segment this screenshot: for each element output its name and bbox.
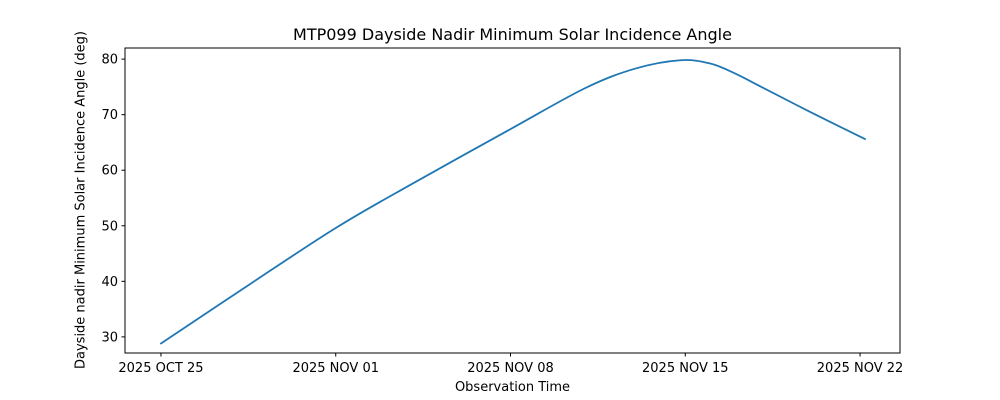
y-tick-label: 40 <box>101 275 118 290</box>
y-tick-label: 30 <box>101 330 118 345</box>
y-tick-label: 70 <box>101 108 118 123</box>
plot-box-spines <box>124 47 901 354</box>
y-tick-label: 50 <box>101 219 118 234</box>
x-tick-label: 2025 NOV 01 <box>292 361 379 376</box>
y-tick-label: 80 <box>101 53 118 68</box>
x-tick-label: 2025 NOV 08 <box>467 361 554 376</box>
chart-title: MTP099 Dayside Nadir Minimum Solar Incid… <box>293 25 732 44</box>
x-tick-label: 2025 NOV 22 <box>817 361 904 376</box>
y-tick-label: 60 <box>101 164 118 179</box>
x-tick-label: 2025 OCT 25 <box>118 361 203 376</box>
data-line-dayside-nadir-min-solar-incidence-angle <box>160 59 866 345</box>
x-axis-label: Observation Time <box>454 380 571 395</box>
x-tick-label: 2025 NOV 15 <box>642 361 729 376</box>
